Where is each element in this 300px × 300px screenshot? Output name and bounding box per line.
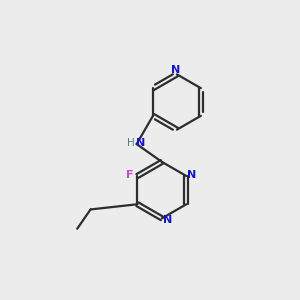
Text: N: N xyxy=(163,214,172,224)
Text: N: N xyxy=(187,170,196,180)
Text: N: N xyxy=(136,139,145,148)
Text: H: H xyxy=(127,139,135,148)
Text: N: N xyxy=(171,65,180,75)
Text: F: F xyxy=(126,170,134,180)
